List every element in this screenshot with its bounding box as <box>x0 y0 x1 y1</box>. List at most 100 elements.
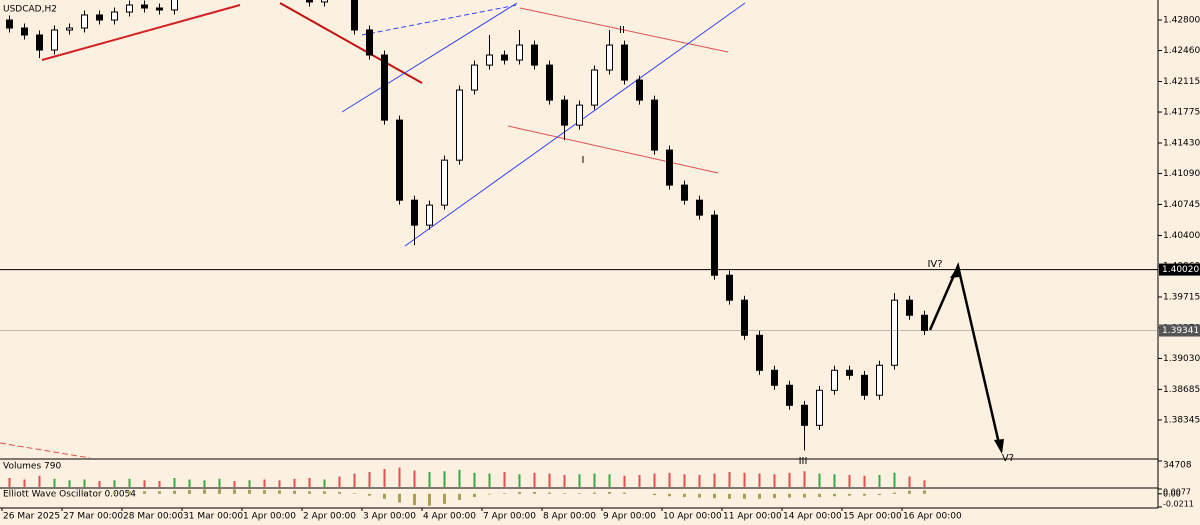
x-tick-label: 8 Apr 00:00 <box>543 512 596 522</box>
candle-body <box>456 89 463 161</box>
candle-body <box>816 389 823 426</box>
x-tick-label: 7 Apr 00:00 <box>483 512 536 522</box>
candle-body <box>696 199 703 216</box>
x-tick-label: 11 Apr 00:00 <box>723 512 782 522</box>
candle-body <box>501 54 508 61</box>
x-tick-label: 1 Apr 00:00 <box>243 512 296 522</box>
candle-body <box>366 29 373 56</box>
candle-body <box>471 64 478 91</box>
y-tick-label: 1.41430 <box>1163 139 1200 149</box>
wave-label: IV? <box>927 259 942 270</box>
candle-body <box>651 99 658 151</box>
candle-body <box>831 369 838 391</box>
channel-line <box>404 2 746 247</box>
arrow-head <box>994 439 1004 454</box>
y-tick-label: 0.00 <box>1163 489 1181 498</box>
candle-body <box>21 27 28 36</box>
channel-line <box>341 2 518 113</box>
x-tick-label: 28 Mar 00:00 <box>123 512 183 522</box>
price-marker-label: 1.40020 <box>1162 265 1199 275</box>
channel-line <box>361 4 518 36</box>
x-tick-label: 27 Mar 00:00 <box>63 512 123 522</box>
arrow-head <box>950 266 960 278</box>
y-tick-label: 1.38345 <box>1163 415 1200 425</box>
candle-body <box>906 299 913 316</box>
x-tick-label: 2 Apr 00:00 <box>303 512 356 522</box>
wave-label: V? <box>1002 453 1014 464</box>
candle-body <box>636 79 643 101</box>
candle-body <box>921 314 928 332</box>
candle-body <box>111 11 118 21</box>
candle-body <box>51 29 58 51</box>
x-tick-label: 3 Apr 00:00 <box>363 512 416 522</box>
candle-body <box>351 0 358 31</box>
channel-line <box>507 125 719 174</box>
chart-title: USDCAD,H2 <box>3 5 57 15</box>
y-tick-label: 1.42460 <box>1163 46 1200 56</box>
candle-body <box>876 364 883 396</box>
y-tick-label: -0.0211 <box>1163 500 1194 509</box>
trend-line <box>0 442 91 458</box>
x-tick-label: 15 Apr 00:00 <box>843 512 902 522</box>
panel-title: Volumes 790 <box>3 462 61 472</box>
candle-body <box>891 299 898 366</box>
candle-body <box>771 369 778 386</box>
candle-body <box>861 374 868 396</box>
trend-line <box>41 4 241 61</box>
y-tick-label: 1.39030 <box>1163 354 1200 364</box>
candle-body <box>441 159 448 206</box>
candle-body <box>756 334 763 371</box>
forecast-arrow <box>928 262 1004 454</box>
candle-body <box>81 14 88 29</box>
candle-body <box>486 54 493 66</box>
candle-body <box>36 34 43 51</box>
candle-body <box>411 199 418 226</box>
candle-body <box>546 64 553 101</box>
y-tick-label: 1.41090 <box>1163 169 1200 179</box>
y-tick-label: 34708 <box>1163 461 1192 471</box>
oscillator-panel <box>8 489 926 506</box>
candle-body <box>621 44 628 81</box>
y-tick-label: 1.40745 <box>1163 200 1200 210</box>
candle-body <box>306 0 313 3</box>
trend-line <box>279 2 423 84</box>
candle-body <box>741 299 748 336</box>
main-panel <box>0 0 928 458</box>
candle-body <box>141 4 148 9</box>
price-marker-label: 1.39341 <box>1162 326 1199 336</box>
y-tick-label: 1.41775 <box>1163 108 1200 118</box>
x-tick-label: 4 Apr 00:00 <box>423 512 476 522</box>
candle-body <box>711 214 718 276</box>
candle-body <box>531 44 538 66</box>
candle-body <box>786 384 793 406</box>
candle-body <box>561 99 568 126</box>
y-tick-label: 1.42800 <box>1163 16 1200 26</box>
candle-body <box>96 14 103 21</box>
candle-body <box>381 54 388 121</box>
x-tick-label: 10 Apr 00:00 <box>663 512 722 522</box>
wave-label: III <box>799 456 808 467</box>
candle-body <box>726 274 733 301</box>
candle-body <box>66 27 73 31</box>
candle-body <box>126 4 133 13</box>
x-tick-label: 16 Apr 00:00 <box>903 512 962 522</box>
candle-body <box>681 184 688 201</box>
candle-body <box>396 119 403 201</box>
candle-body <box>666 149 673 186</box>
candle-body <box>801 404 808 426</box>
candle-body <box>516 44 523 61</box>
candle-body <box>606 44 613 71</box>
channel-line <box>519 7 729 53</box>
candle-body <box>156 7 163 11</box>
price-marker <box>1159 263 1200 276</box>
candle-body <box>426 204 433 226</box>
price-marker <box>1159 324 1200 337</box>
x-tick-label: 31 Mar 00:00 <box>183 512 243 522</box>
candle-body <box>591 69 598 106</box>
y-tick-label: 1.38685 <box>1163 385 1200 395</box>
panel-title: Elliott Wave Oscillator 0.0054 <box>3 490 136 500</box>
y-tick-label: 1.42115 <box>1163 77 1200 87</box>
